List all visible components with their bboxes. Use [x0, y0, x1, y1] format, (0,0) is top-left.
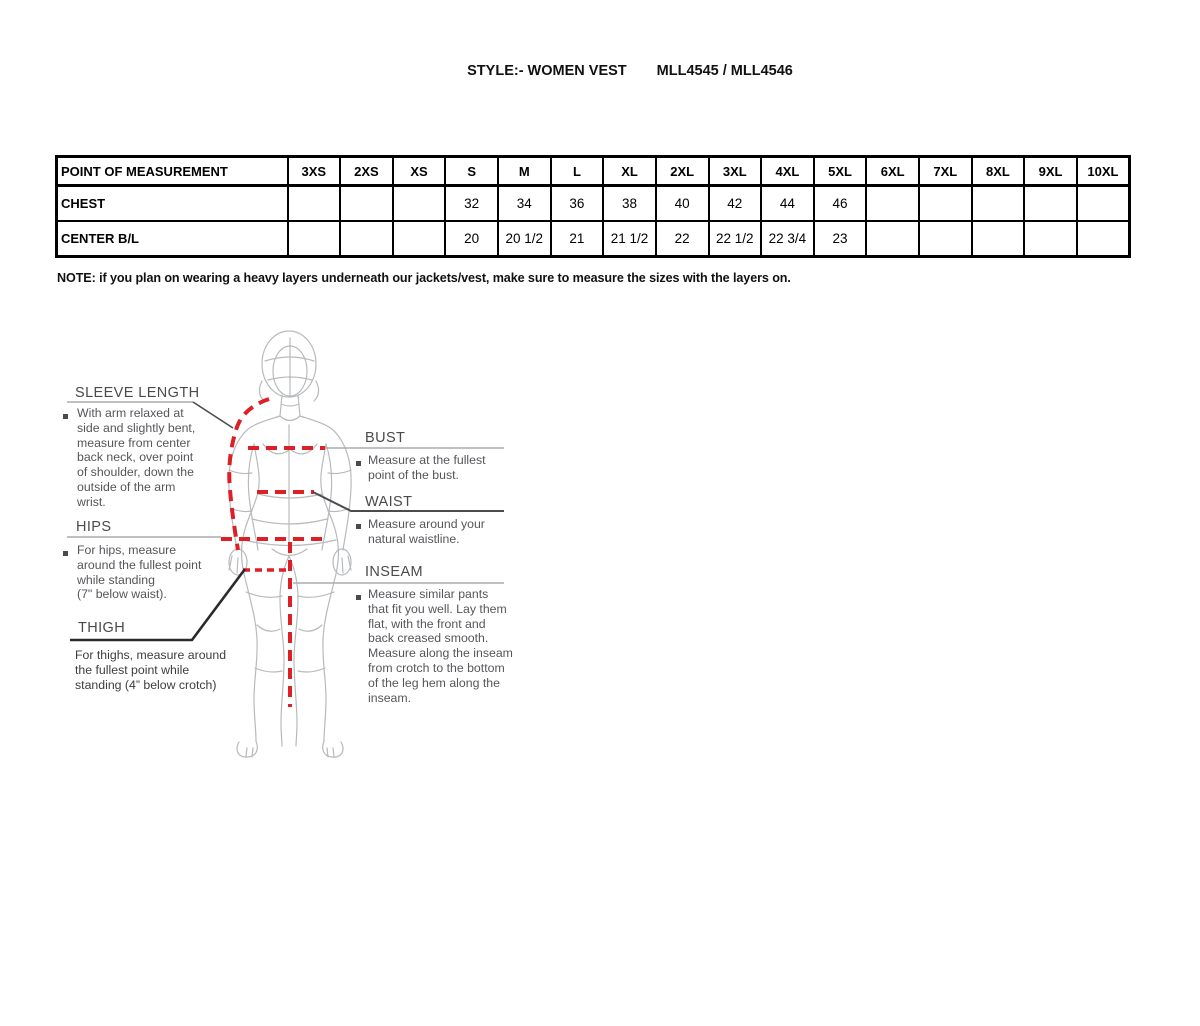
- size-value-cell: [339, 220, 394, 258]
- size-value-cell: 21: [549, 220, 605, 258]
- size-value-cell: [339, 184, 394, 222]
- size-column-header: 6XL: [865, 155, 920, 187]
- size-value-cell: [286, 220, 342, 258]
- size-value-cell: [286, 184, 342, 222]
- size-column-header: L: [549, 155, 605, 187]
- size-value-cell: 46: [812, 184, 868, 222]
- size-value-cell: 22 1/2: [707, 220, 763, 258]
- bullet-square-icon: [63, 414, 68, 419]
- bullet-square-icon: [356, 461, 361, 466]
- model-numbers: MLL4545 / MLL4546: [656, 63, 793, 79]
- size-value-cell: 42: [707, 184, 763, 222]
- size-table-container: POINT OF MEASUREMENT 3XS 2XS XS S M L XL 2XL 3XL 4…: [55, 155, 1131, 258]
- size-table: POINT OF MEASUREMENT 3XS 2XS XS S M L XL 2XL 3XL 4…: [55, 155, 1131, 258]
- style-label: STYLE:- WOMEN VEST: [467, 63, 627, 79]
- size-value-cell: [1023, 220, 1078, 258]
- size-column-header: 4XL: [760, 155, 815, 187]
- size-value-cell: [391, 220, 447, 258]
- size-column-header: S: [444, 155, 499, 187]
- size-value-cell: [970, 220, 1026, 258]
- size-value-cell: [918, 220, 973, 258]
- size-column-header: 10XL: [1075, 155, 1131, 187]
- table-row: CENTER B/L 20 20 1/2 21 21 1/2 22 22 1/2 22 3/4…: [55, 220, 1131, 258]
- page-title: STYLE:- WOMEN VEST MLL4545 / MLL4546: [0, 63, 1200, 79]
- table-row: CHEST 32 34 36 38 40 42 44 46: [55, 184, 1131, 222]
- size-value-cell: [970, 184, 1026, 222]
- waist-heading: WAIST: [365, 494, 413, 510]
- size-column-header: XS: [391, 155, 447, 187]
- bust-heading: BUST: [365, 430, 406, 446]
- size-value-cell: 23: [812, 220, 868, 258]
- size-value-cell: 36: [549, 184, 605, 222]
- size-column-header: XL: [602, 155, 657, 187]
- size-value-cell: 44: [760, 184, 815, 222]
- size-value-cell: [1075, 220, 1131, 258]
- inseam-description: Measure similar pants that fit you well.…: [368, 587, 513, 705]
- size-column-header: 9XL: [1023, 155, 1078, 187]
- size-value-cell: 40: [654, 184, 710, 222]
- size-column-header: 5XL: [812, 155, 868, 187]
- size-column-header: 8XL: [970, 155, 1026, 187]
- size-value-cell: 20 1/2: [497, 220, 552, 258]
- size-column-header: 7XL: [918, 155, 973, 187]
- table-corner-header: POINT OF MEASUREMENT: [55, 155, 289, 187]
- sleeve-length-description: With arm relaxed at side and slightly be…: [77, 406, 196, 509]
- size-value-cell: [865, 184, 920, 222]
- hips-heading: HIPS: [76, 519, 112, 535]
- size-value-cell: [918, 184, 973, 222]
- row-label: CHEST: [55, 184, 289, 222]
- size-value-cell: 32: [444, 184, 499, 222]
- bullet-square-icon: [356, 524, 361, 529]
- row-label: CENTER B/L: [55, 220, 289, 258]
- size-value-cell: 34: [497, 184, 552, 222]
- size-column-header: 3XS: [286, 155, 342, 187]
- size-column-header: 2XL: [654, 155, 710, 187]
- size-value-cell: 22: [654, 220, 710, 258]
- bullet-square-icon: [356, 595, 361, 600]
- size-value-cell: [1023, 184, 1078, 222]
- bust-description: Measure at the fullest point of the bust…: [368, 453, 486, 482]
- size-column-header: M: [497, 155, 552, 187]
- inseam-heading: INSEAM: [365, 564, 423, 580]
- bullet-square-icon: [63, 551, 68, 556]
- size-value-cell: 21 1/2: [602, 220, 657, 258]
- note-text: NOTE: if you plan on wearing a heavy lay…: [57, 271, 791, 285]
- size-value-cell: 20: [444, 220, 499, 258]
- hips-description: For hips, measure around the fullest poi…: [77, 543, 202, 602]
- figure-outline: [228, 330, 352, 758]
- size-value-cell: 22 3/4: [760, 220, 815, 258]
- size-value-cell: [865, 220, 920, 258]
- size-value-cell: [391, 184, 447, 222]
- size-value-cell: [1075, 184, 1131, 222]
- thigh-description: For thighs, measure around the fullest p…: [75, 648, 227, 692]
- size-column-header: 3XL: [707, 155, 763, 187]
- waist-description: Measure around your natural waistline.: [368, 517, 485, 546]
- size-value-cell: 38: [602, 184, 657, 222]
- size-column-header: 2XS: [339, 155, 394, 187]
- sleeve-length-heading: SLEEVE LENGTH: [75, 385, 200, 401]
- thigh-heading: THIGH: [78, 620, 126, 636]
